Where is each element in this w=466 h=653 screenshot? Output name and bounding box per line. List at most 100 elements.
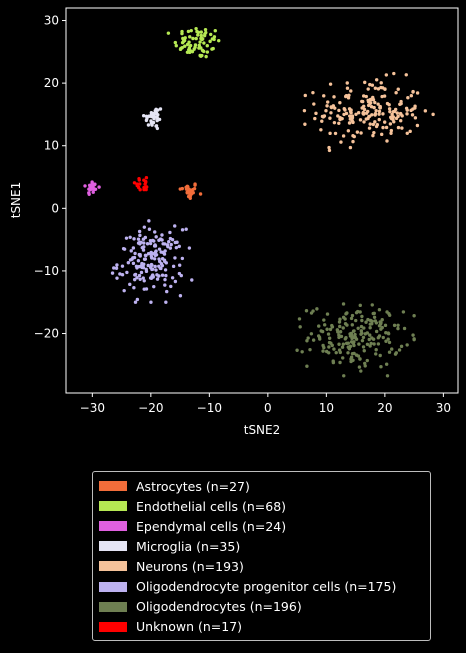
legend-label: Oligodendrocytes (n=196) xyxy=(136,599,302,615)
y-tick-label: 30 xyxy=(44,14,59,28)
scatter-point xyxy=(325,312,330,316)
scatter-point xyxy=(394,90,398,95)
legend-item: Oligodendrocyte progenitor cells (n=175) xyxy=(99,576,430,596)
scatter-point xyxy=(342,112,346,117)
legend-item: Astrocytes (n=27) xyxy=(99,476,430,496)
legend-swatch xyxy=(99,541,127,552)
y-tick-label: −10 xyxy=(34,264,59,278)
scatter-point xyxy=(118,272,122,276)
scatter-point xyxy=(332,120,337,125)
scatter-point xyxy=(341,342,346,346)
scatter-point xyxy=(366,100,371,104)
scatter-point xyxy=(169,284,173,289)
scatter-point xyxy=(326,332,331,336)
scatter-point xyxy=(348,109,353,114)
scatter-point xyxy=(411,333,415,337)
scatter-point xyxy=(180,29,184,34)
scatter-point xyxy=(208,39,212,44)
scatter-point xyxy=(405,131,409,136)
scatter-point xyxy=(136,237,141,241)
scatter-point xyxy=(164,300,168,304)
scatter-point xyxy=(392,109,397,114)
scatter-point xyxy=(385,310,389,314)
scatter-point xyxy=(396,326,400,331)
scatter-point xyxy=(423,109,428,113)
tsne-scatter-chart: −30 −20 −10 0 10 20 30 −20 −10 0 10 20 30 tSNE2 tSN… xyxy=(9,7,459,437)
scatter-point xyxy=(322,94,326,98)
scatter-point xyxy=(322,318,326,322)
scatter-point xyxy=(337,342,341,346)
scatter-point xyxy=(321,349,325,353)
scatter-point xyxy=(152,116,156,121)
y-tick-label: −20 xyxy=(34,327,59,341)
scatter-point xyxy=(183,44,187,48)
scatter-point xyxy=(327,340,332,345)
scatter-point xyxy=(323,323,327,327)
scatter-point xyxy=(199,30,203,34)
scatter-point xyxy=(374,348,378,352)
scatter-point xyxy=(112,266,116,270)
scatter-point xyxy=(175,240,179,244)
scatter-point xyxy=(348,344,353,349)
scatter-point xyxy=(143,235,148,240)
scatter-point xyxy=(151,274,155,279)
scatter-point xyxy=(180,228,185,232)
scatter-point xyxy=(336,114,340,118)
legend-label: Neurons (n=193) xyxy=(136,558,244,574)
scatter-point xyxy=(412,314,416,318)
scatter-point xyxy=(160,263,165,268)
scatter-point xyxy=(122,288,126,293)
scatter-point xyxy=(404,73,408,77)
legend-swatch xyxy=(99,581,127,592)
scatter-point xyxy=(366,103,371,108)
scatter-point xyxy=(394,351,398,355)
scatter-point xyxy=(360,314,364,319)
scatter-point xyxy=(168,246,173,250)
scatter-point xyxy=(376,102,380,106)
scatter-point xyxy=(373,86,378,90)
scatter-point xyxy=(368,318,373,323)
scatter-point xyxy=(368,344,372,348)
scatter-point xyxy=(129,249,133,253)
scatter-point xyxy=(351,329,356,333)
scatter-point xyxy=(377,307,382,312)
scatter-point xyxy=(83,184,87,188)
scatter-point xyxy=(188,43,193,48)
scatter-point xyxy=(373,100,377,105)
legend-label: Ependymal cells (n=24) xyxy=(136,518,287,534)
scatter-point xyxy=(374,352,378,356)
scatter-point xyxy=(376,87,381,91)
scatter-point xyxy=(138,277,142,281)
y-tick-label: 0 xyxy=(51,201,59,215)
scatter-point xyxy=(305,364,309,368)
scatter-point xyxy=(152,257,157,261)
scatter-point xyxy=(316,334,321,338)
scatter-point xyxy=(202,49,206,54)
scatter-point xyxy=(380,132,384,137)
scatter-point xyxy=(194,26,198,31)
scatter-point xyxy=(332,95,336,99)
scatter-point xyxy=(131,256,135,260)
scatter-point xyxy=(366,87,370,91)
scatter-points xyxy=(83,26,435,378)
scatter-point xyxy=(306,336,310,340)
scatter-point xyxy=(179,273,183,278)
scatter-point xyxy=(367,126,372,130)
scatter-point xyxy=(371,122,376,127)
scatter-point xyxy=(325,104,329,108)
scatter-point xyxy=(202,41,206,45)
scatter-point xyxy=(384,339,388,343)
scatter-point xyxy=(361,335,366,340)
scatter-point xyxy=(350,334,354,339)
scatter-point xyxy=(364,94,368,99)
scatter-point xyxy=(158,259,162,264)
scatter-point xyxy=(359,369,363,373)
scatter-point xyxy=(351,134,355,138)
scatter-point xyxy=(341,302,346,306)
scatter-point xyxy=(410,113,415,117)
scatter-point xyxy=(154,268,158,272)
scatter-point xyxy=(150,263,154,267)
scatter-point xyxy=(115,263,119,267)
legend-swatch xyxy=(99,501,127,512)
scatter-point xyxy=(182,38,187,43)
